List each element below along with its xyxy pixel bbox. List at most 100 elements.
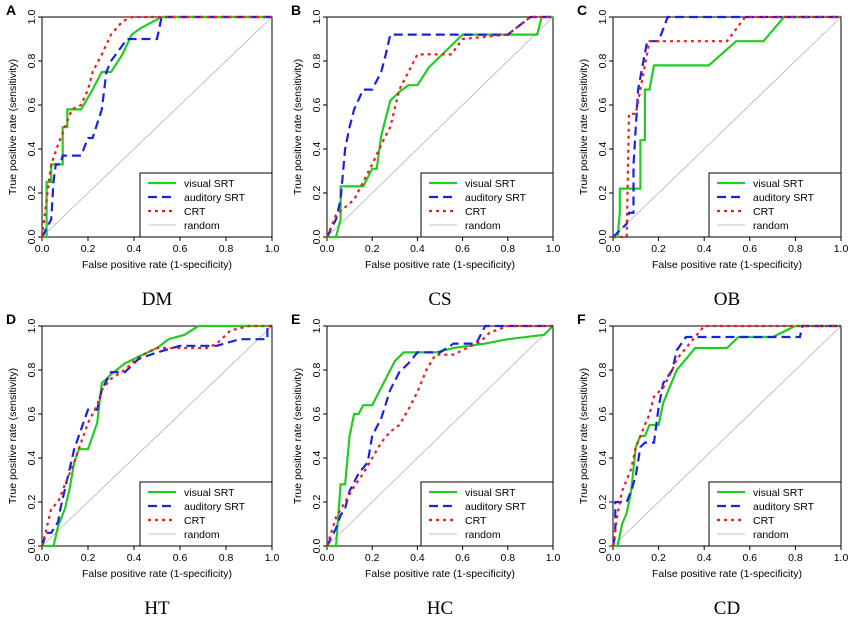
y-axis-title: True positive rate (sensitivity): [578, 368, 590, 504]
x-tick-label: 0.0: [606, 243, 621, 255]
y-tick-label: 0.6: [26, 407, 38, 422]
y-tick-label: 0.6: [311, 98, 323, 113]
y-axis-title: True positive rate (sensitivity): [292, 59, 304, 195]
series-line-auditory-srt: [612, 15, 841, 238]
x-axis-title: False positive rate (1-specificity): [82, 568, 232, 580]
y-tick-label: 0.8: [26, 363, 38, 378]
x-tick-label: 0.8: [219, 552, 234, 564]
y-tick-label: 0.6: [597, 98, 609, 113]
legend-label: visual SRT: [184, 178, 235, 190]
panel-letter: E: [291, 311, 300, 327]
legend-label: random: [753, 529, 789, 541]
series-line-auditory-srt: [611, 324, 841, 547]
x-axis-title: False positive rate (1-specificity): [365, 568, 515, 580]
y-tick-label: 0.8: [597, 363, 609, 378]
x-axis-title: False positive rate (1-specificity): [652, 568, 802, 580]
x-tick-label: 0.4: [410, 552, 425, 564]
y-tick-label: 0.6: [311, 407, 323, 422]
x-tick-label: 0.6: [173, 552, 188, 564]
legend-label: auditory SRT: [184, 501, 246, 513]
series-line-random: [612, 325, 842, 547]
x-tick-label: 0.2: [365, 552, 380, 564]
x-tick-label: 0.4: [127, 243, 142, 255]
x-tick-label: 0.0: [606, 552, 621, 564]
x-tick-label: 0.8: [788, 243, 803, 255]
legend-label: visual SRT: [465, 487, 516, 499]
legend-label: CRT: [465, 206, 487, 218]
legend-label: random: [753, 220, 789, 232]
legend-label: auditory SRT: [465, 192, 527, 204]
legend-label: CRT: [184, 515, 206, 527]
series-line-visual-srt: [42, 324, 272, 548]
x-tick-label: 1.0: [546, 552, 561, 564]
x-tick-label: 0.8: [788, 552, 803, 564]
panel-a: 0.0 0.2 0.4 0.6 0.8 1.0 0.0 0.2 0.4 0.6 0.8 1.0 Fals…: [6, 2, 279, 310]
legend-label: CRT: [753, 515, 775, 527]
series-line-visual-srt: [613, 324, 841, 548]
y-tick-label: 0.2: [26, 495, 38, 510]
x-tick-label: 1.0: [265, 243, 280, 255]
x-tick-label: 0.4: [697, 552, 712, 564]
panel-d: 0.0 0.2 0.4 0.6 0.8 1.0 0.0 0.2 0.4 0.6 0.8 1.0 Fals…: [6, 311, 279, 618]
panel-letter: B: [291, 2, 301, 18]
legend-label: random: [184, 529, 220, 541]
y-tick-label: 0.4: [311, 451, 323, 466]
y-tick-label: 1.0: [597, 10, 609, 25]
y-tick-label: 0.8: [311, 54, 323, 69]
x-tick-label: 0.2: [651, 552, 666, 564]
x-tick-label: 0.2: [81, 243, 96, 255]
x-tick-label: 0.4: [697, 243, 712, 255]
legend-label: random: [184, 220, 220, 232]
legend: visual SRT auditory SRT CRT random: [708, 172, 842, 238]
legend-label: auditory SRT: [753, 501, 815, 513]
y-tick-label: 0.6: [26, 98, 38, 113]
series-line-crt: [40, 324, 272, 547]
series-line-crt: [325, 324, 553, 547]
legend-box: [139, 172, 273, 238]
x-tick-label: 1.0: [834, 243, 849, 255]
y-tick-label: 0.6: [597, 407, 609, 422]
panel-f: 0.0 0.2 0.4 0.6 0.8 1.0 0.0 0.2 0.4 0.6 0.8 1.0 Fals…: [577, 311, 848, 618]
legend-label: CRT: [184, 206, 206, 218]
series-line-crt: [40, 15, 272, 238]
x-tick-label: 0.8: [500, 243, 515, 255]
legend-label: visual SRT: [753, 178, 804, 190]
legend-label: auditory SRT: [465, 501, 527, 513]
y-tick-label: 1.0: [26, 10, 38, 25]
y-tick-label: 1.0: [26, 319, 38, 334]
y-axis-title: True positive rate (sensitivity): [7, 59, 19, 195]
legend-label: CRT: [465, 515, 487, 527]
series-line-auditory-srt: [326, 15, 553, 238]
y-axis-title: True positive rate (sensitivity): [578, 59, 590, 195]
series-line-auditory-srt: [326, 324, 553, 547]
x-axis-title: False positive rate (1-specificity): [365, 259, 515, 271]
panel-caption: OB: [714, 289, 740, 310]
series-line-random: [41, 16, 273, 238]
panel-caption: HC: [427, 598, 453, 618]
y-tick-label: 0.2: [26, 186, 38, 201]
series-line-visual-srt: [327, 325, 554, 548]
legend-label: visual SRT: [465, 178, 516, 190]
x-axis-title: False positive rate (1-specificity): [82, 259, 232, 271]
x-tick-label: 1.0: [265, 552, 280, 564]
y-tick-label: 1.0: [311, 10, 323, 25]
panel-letter: F: [577, 311, 586, 327]
y-tick-label: 1.0: [311, 319, 323, 334]
y-tick-label: 0.8: [311, 363, 323, 378]
x-tick-label: 0.0: [320, 243, 335, 255]
series-line-crt: [611, 324, 841, 547]
x-tick-label: 0.6: [455, 243, 470, 255]
x-tick-label: 0.6: [742, 243, 757, 255]
y-tick-label: 0.8: [26, 54, 38, 69]
legend-label: visual SRT: [184, 487, 235, 499]
legend-label: random: [465, 220, 501, 232]
panel-caption: HT: [144, 598, 170, 618]
y-tick-label: 0.8: [597, 54, 609, 69]
series-line-visual-srt: [613, 15, 841, 239]
series-line-crt: [325, 15, 553, 238]
y-tick-label: 0.0: [597, 230, 609, 245]
x-tick-label: 0.2: [651, 243, 666, 255]
legend: visual SRT auditory SRT CRT random: [708, 481, 842, 547]
series-line-auditory-srt: [41, 15, 272, 238]
